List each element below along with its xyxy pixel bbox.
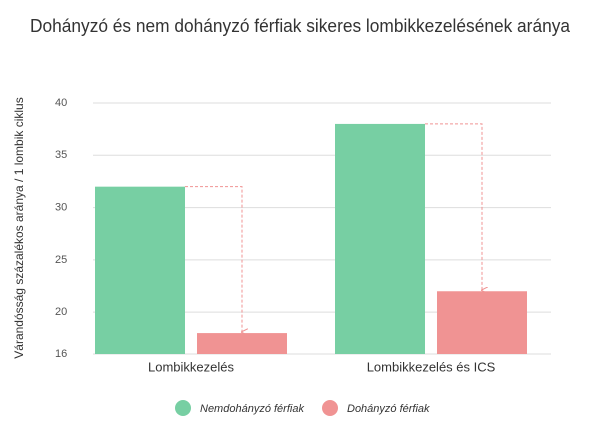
chart-title: Dohányzó és nem dohányzó férfiak sikeres… [30, 16, 571, 36]
bar [437, 291, 527, 354]
y-axis-label: Várandósság százalékos aránya / 1 lombik… [12, 97, 26, 358]
bar [197, 333, 287, 354]
x-tick-label: Lombikkezelés [148, 359, 234, 374]
legend-label: Nemdohányzó férfiak [200, 403, 304, 415]
y-tick-label: 16 [55, 348, 67, 360]
change-arrow [185, 186, 242, 332]
y-tick-label: 30 [55, 201, 67, 213]
y-tick-label: 20 [55, 306, 67, 318]
y-tick-label: 35 [55, 149, 67, 161]
legend-label: Dohányzó férfiak [347, 403, 430, 415]
y-tick-label: 40 [55, 97, 67, 109]
x-tick-label: Lombikkezelés és ICS [367, 359, 496, 374]
y-tick-label: 25 [55, 254, 67, 266]
change-arrow [425, 123, 482, 290]
bar [335, 123, 425, 355]
legend-marker [175, 400, 191, 416]
bar [95, 186, 185, 354]
legend-marker [322, 400, 338, 416]
